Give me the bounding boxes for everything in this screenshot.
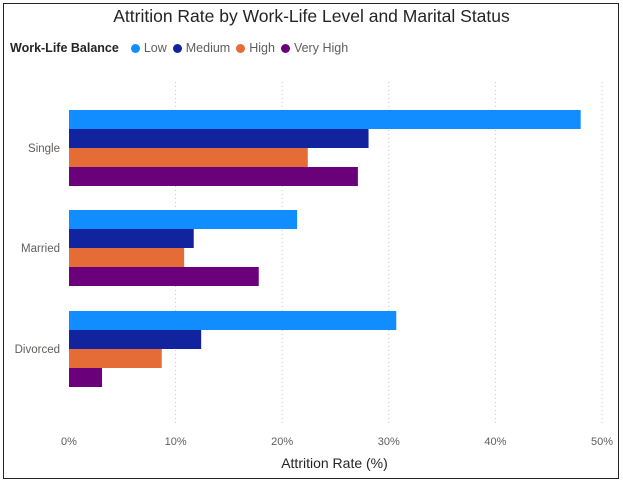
bar-divorced-low[interactable] (69, 311, 397, 330)
chart-title: Attrition Rate by Work-Life Level and Ma… (113, 6, 510, 26)
legend: Work-Life Balance Low Medium High Very H… (10, 40, 354, 56)
bar-single-very-high[interactable] (69, 167, 358, 186)
legend-swatch-high (236, 43, 246, 53)
bar-divorced-medium[interactable] (69, 330, 202, 349)
bar-married-very-high[interactable] (69, 267, 259, 286)
x-tick-label-20: 20% (271, 436, 293, 448)
legend-label-very-high: Very High (293, 41, 349, 55)
bar-single-high[interactable] (69, 148, 308, 167)
x-tick-label-40: 40% (484, 436, 506, 448)
legend-item-very-high[interactable]: Very High (280, 41, 349, 55)
x-tick-label-30: 30% (378, 436, 400, 448)
legend-swatch-medium (172, 43, 182, 53)
y-category-label-married: Married (21, 243, 60, 255)
legend-item-high[interactable]: High (236, 41, 275, 55)
bar-divorced-very-high[interactable] (69, 368, 103, 387)
bar-divorced-high[interactable] (69, 349, 162, 368)
legend-item-low[interactable]: Low (130, 41, 167, 55)
x-tick-label-10: 10% (165, 436, 187, 448)
y-category-label-single: Single (28, 143, 60, 155)
bar-single-low[interactable] (69, 110, 581, 129)
legend-label-low: Low (143, 41, 167, 55)
bar-married-medium[interactable] (69, 229, 194, 248)
y-category-label-divorced: Divorced (15, 344, 60, 356)
x-axis-label: Attrition Rate (%) (281, 455, 388, 471)
x-tick-label-0: 0% (61, 436, 77, 448)
legend-title: Work-Life Balance (10, 41, 119, 55)
bar-single-medium[interactable] (69, 129, 369, 148)
legend-label-high: High (249, 41, 275, 55)
bar-married-low[interactable] (69, 210, 298, 229)
bar-married-high[interactable] (69, 248, 185, 267)
legend-item-medium[interactable]: Medium (172, 41, 231, 55)
legend-swatch-very-high (280, 43, 290, 53)
legend-swatch-low (130, 43, 140, 53)
legend-label-medium: Medium (185, 41, 231, 55)
x-tick-label-50: 50% (591, 436, 613, 448)
